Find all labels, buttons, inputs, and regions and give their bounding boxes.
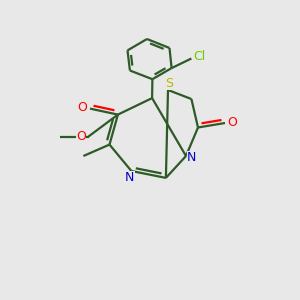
Text: O: O [76, 130, 86, 143]
Text: O: O [228, 116, 237, 130]
Text: Cl: Cl [194, 50, 206, 63]
Text: S: S [166, 77, 173, 90]
Text: N: N [187, 151, 196, 164]
Text: N: N [125, 171, 135, 184]
Text: O: O [78, 100, 87, 114]
